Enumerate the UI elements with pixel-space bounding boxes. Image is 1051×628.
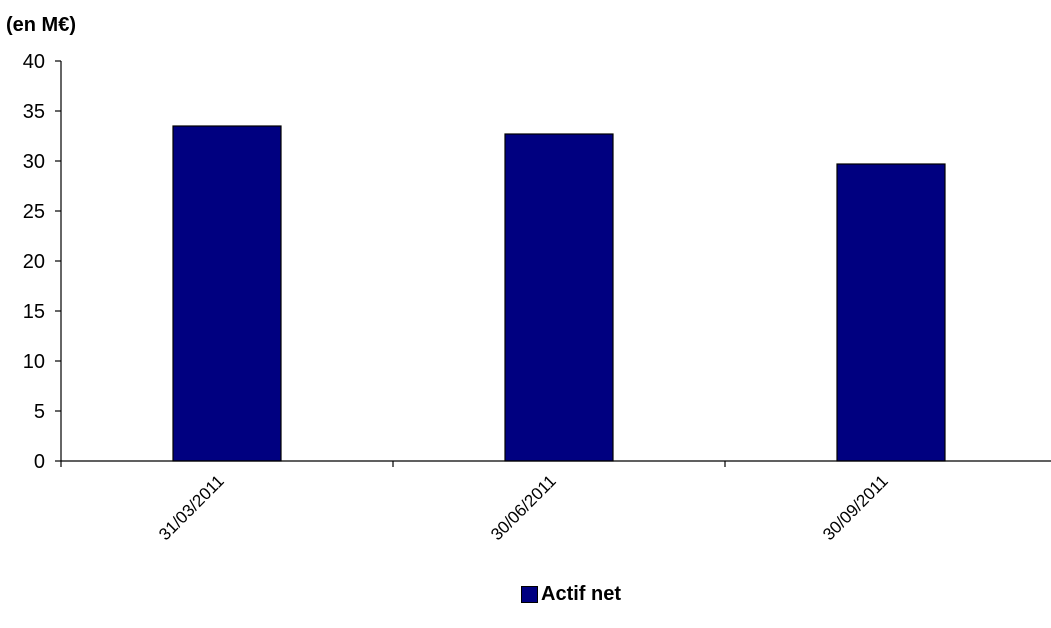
x-tick-label: 30/06/2011 [487,471,560,544]
bar-30-06-2011 [504,133,614,462]
legend-swatch-actif-net [521,585,538,603]
y-tick-label: 5 [34,401,45,423]
legend-label-actif-net: Actif net [541,582,621,605]
y-tick-label: 20 [23,251,45,273]
y-tick-label: 35 [23,101,45,123]
y-axis-unit-label: (en M€) [6,14,76,36]
y-tick-label: 25 [23,201,45,223]
y-tick-label: 0 [34,451,45,473]
y-tick-label: 10 [23,351,45,373]
bar-30-09-2011 [836,163,946,462]
x-tick-label: 31/03/2011 [155,471,228,544]
x-tick-label: 30/09/2011 [819,471,892,544]
y-tick-label: 15 [23,301,45,323]
y-tick-label: 40 [23,51,45,73]
y-tick-label: 30 [23,151,45,173]
bar-31-03-2011 [172,125,282,462]
legend: Actif net [521,581,621,607]
